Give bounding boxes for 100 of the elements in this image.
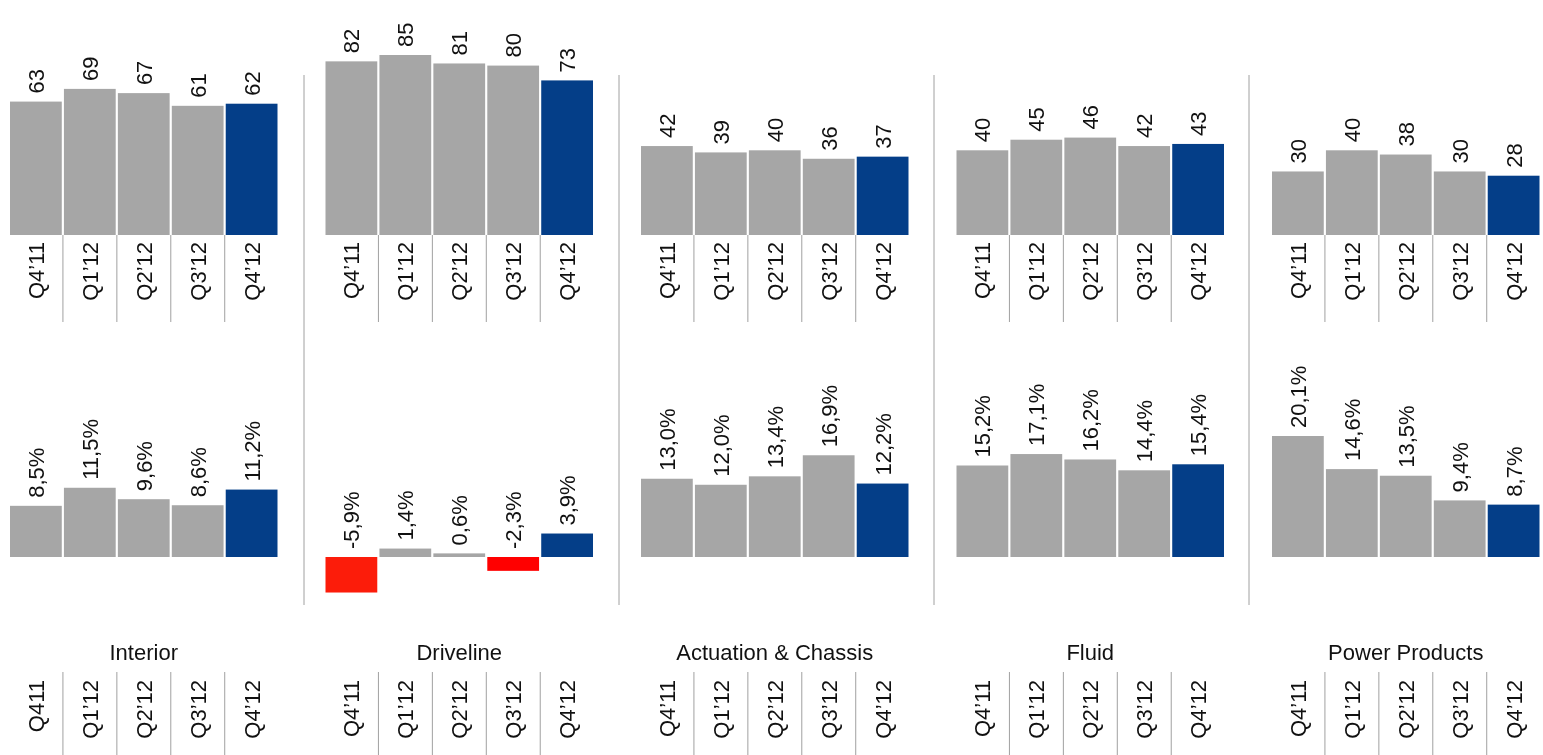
text: Fluid [1066, 640, 1115, 665]
x-tick-label: Q4’11 [1285, 242, 1311, 300]
x-tick-label: Q4’12 [870, 680, 896, 739]
data-label: 14,6% [1339, 398, 1365, 462]
data-label: 15,4% [1186, 393, 1212, 457]
bar [10, 101, 62, 235]
x-tick-label: Q4’11 [339, 242, 365, 300]
x-tick-label: Q4’12 [1186, 242, 1212, 301]
data-label: 62 [239, 71, 265, 96]
data-label: 28 [1501, 143, 1527, 168]
bar [63, 487, 116, 557]
bar [1487, 504, 1540, 557]
data-label: 8,7% [1501, 446, 1527, 497]
data-label: 61 [185, 73, 211, 98]
bar [10, 505, 62, 557]
x-tick-label: Q4’11 [970, 680, 996, 738]
bar [225, 103, 278, 235]
bar [802, 158, 855, 235]
x-tick-label: Q3’12 [185, 680, 211, 739]
data-label: 13,4% [762, 405, 788, 469]
bar [856, 156, 909, 235]
bar [433, 63, 486, 235]
data-label: 42 [654, 113, 680, 139]
x-tick-label: Q4’11 [23, 242, 49, 300]
data-label: 12,0% [708, 414, 734, 477]
bar [117, 93, 170, 235]
bar [1325, 150, 1378, 235]
bar [1433, 171, 1486, 235]
bar [641, 478, 693, 557]
bar [379, 55, 432, 235]
data-label: 81 [447, 30, 473, 56]
x-tick-label: Q1’12 [708, 680, 734, 739]
data-label: 40 [1339, 117, 1365, 143]
data-label: 40 [762, 117, 788, 143]
x-tick-label: Q1’12 [708, 242, 734, 301]
bar [1272, 436, 1324, 557]
data-label: 3,9% [555, 475, 581, 526]
bar [379, 548, 432, 557]
x-tick-label: Q4’12 [1501, 680, 1527, 739]
data-label: 13,5% [1393, 405, 1419, 468]
data-label: 30 [1447, 138, 1473, 164]
x-tick-label: Q1’12 [1024, 242, 1050, 301]
x-tick-label: Q1’12 [1024, 680, 1050, 739]
x-tick-label: Q4’11 [339, 680, 365, 738]
x-tick-label: Q1’12 [393, 680, 419, 739]
x-tick-label: Q2’12 [131, 680, 157, 739]
bar [117, 499, 170, 557]
data-label: 73 [555, 47, 581, 73]
x-tick-label: Q3’12 [501, 680, 527, 739]
x-tick-label: Q411 [23, 680, 49, 733]
data-label: 43 [1186, 111, 1212, 136]
bar [325, 61, 378, 235]
x-tick-label: Q1’12 [1339, 680, 1365, 739]
data-label: 12,2% [870, 413, 896, 476]
text: Power Products [1328, 640, 1484, 665]
bar [1272, 171, 1324, 235]
data-label: 8,6% [185, 447, 211, 498]
data-label: 16,9% [816, 384, 842, 448]
x-tick-label: Q1’12 [77, 680, 103, 739]
data-label: 20,1% [1285, 365, 1311, 428]
x-tick-label: Q3’12 [185, 242, 211, 301]
x-tick-label: Q4’12 [555, 680, 581, 739]
x-tick-label: Q4’12 [555, 242, 581, 301]
x-tick-label: Q1’12 [77, 242, 103, 301]
x-tick-label: Q4’12 [239, 242, 265, 301]
x-tick-label: Q4’12 [1501, 242, 1527, 301]
x-tick-label: Q2’12 [762, 680, 788, 739]
data-label: 80 [501, 33, 527, 58]
bar [1064, 459, 1117, 557]
bar [171, 505, 224, 557]
bar [1172, 464, 1224, 557]
data-label: 8,5% [23, 447, 49, 498]
data-label: 17,1% [1024, 383, 1050, 447]
text: Actuation & Chassis [676, 640, 874, 665]
x-tick-label: Q2’12 [1078, 242, 1104, 301]
x-tick-label: Q3’12 [1447, 680, 1473, 739]
x-tick-label: Q4’12 [239, 680, 265, 739]
x-tick-label: Q2’12 [447, 242, 473, 301]
bar [802, 455, 855, 557]
x-tick-label: Q4’12 [1186, 680, 1212, 739]
data-label: 15,2% [970, 395, 996, 458]
bar [487, 65, 540, 235]
bar [171, 105, 224, 235]
data-label: 63 [23, 69, 49, 94]
bar [541, 533, 593, 557]
x-tick-label: Q2’12 [131, 242, 157, 301]
bar [1325, 469, 1378, 557]
data-label: 9,6% [131, 441, 157, 492]
bar [541, 80, 593, 235]
bar [1379, 154, 1432, 235]
data-label: 16,2% [1078, 389, 1104, 452]
x-tick-label: Q2’12 [1078, 680, 1104, 739]
bar [694, 152, 747, 235]
x-tick-label: Q3’12 [1132, 242, 1158, 301]
data-label: 36 [816, 126, 842, 151]
x-tick-label: Q1’12 [393, 242, 419, 301]
bar [694, 484, 747, 557]
bar [1487, 175, 1540, 235]
x-tick-label: Q3’12 [816, 680, 842, 739]
data-label: 39 [708, 119, 734, 145]
